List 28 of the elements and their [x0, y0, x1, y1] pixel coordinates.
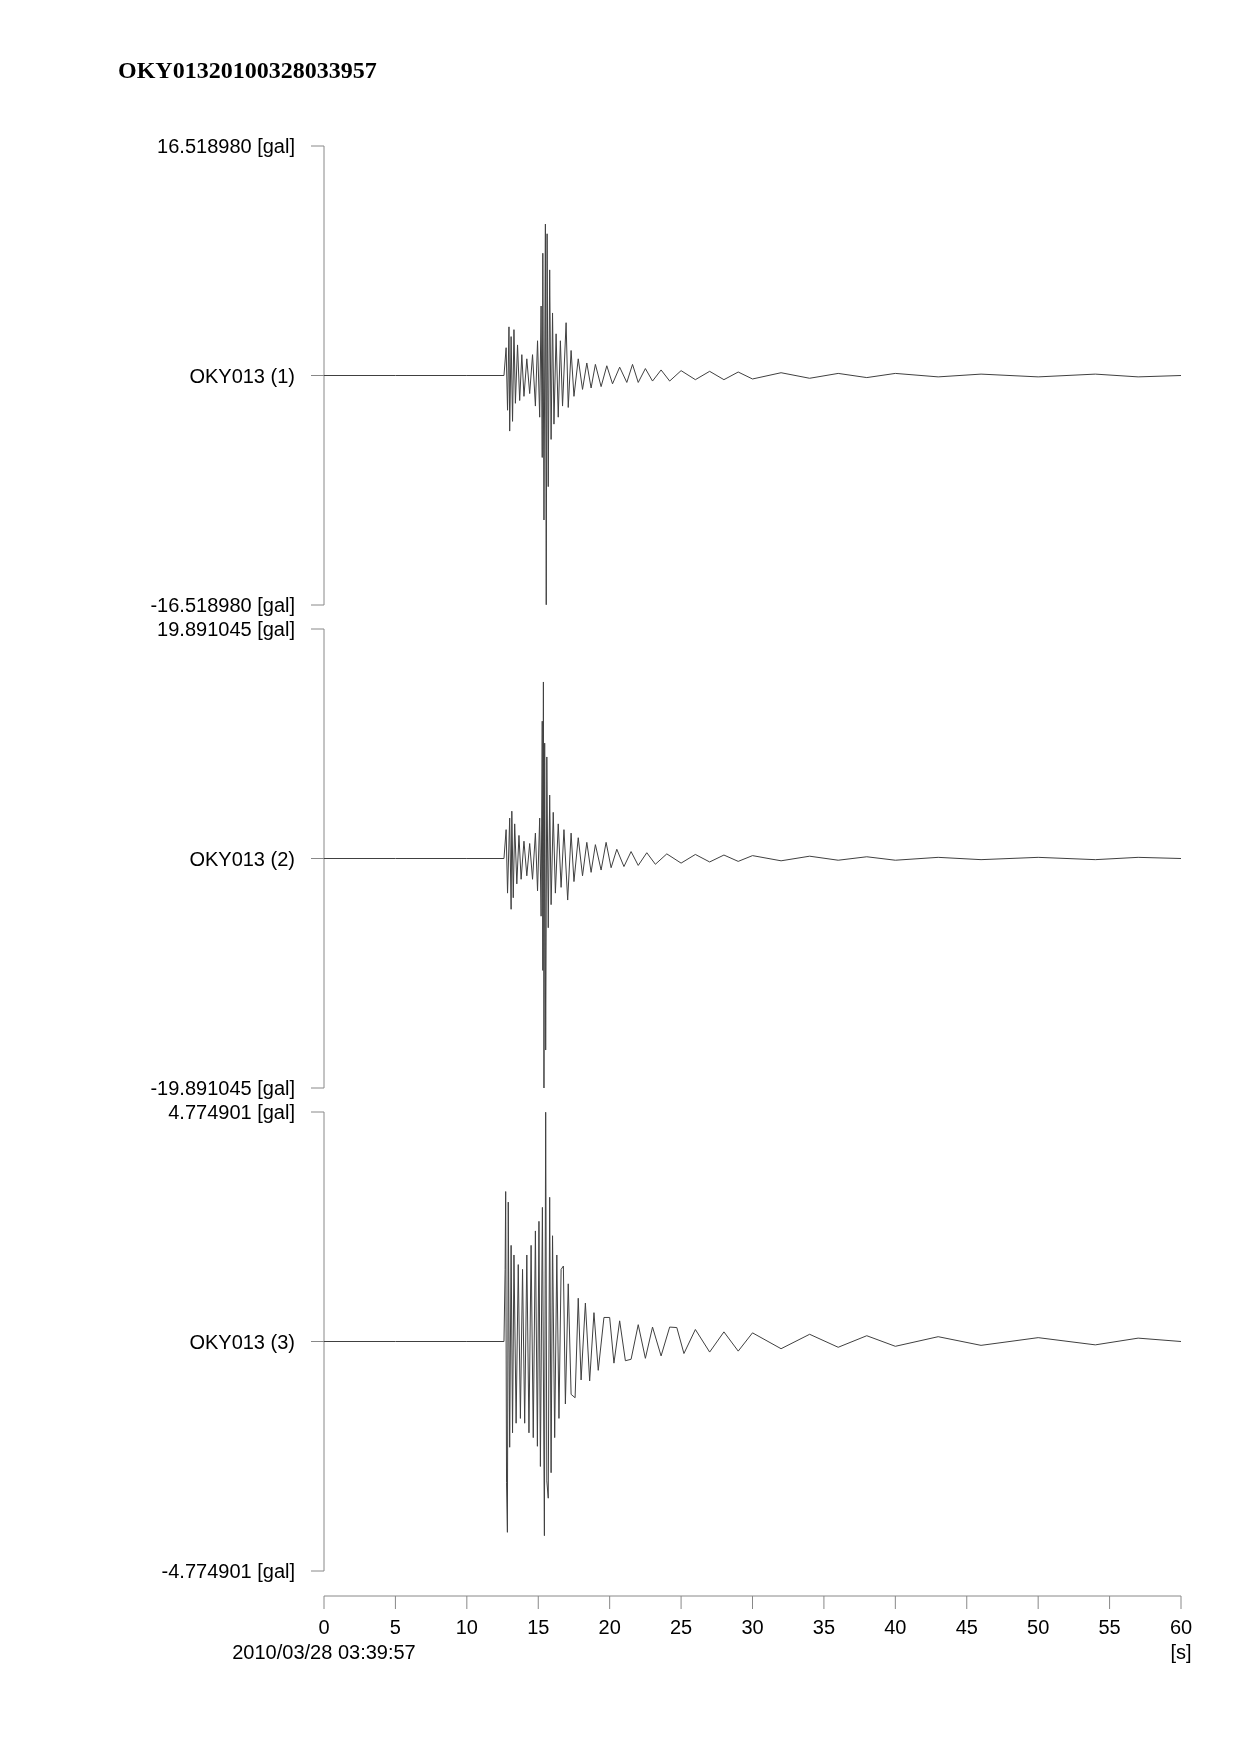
x-tick-label: 15 [527, 1616, 550, 1638]
x-tick-label: 35 [812, 1616, 836, 1638]
x-tick-label: 55 [1098, 1616, 1121, 1638]
x-tick-label: 25 [669, 1616, 693, 1638]
line-series [323, 1111, 1182, 1537]
y-tick-label: OKY013 (1) [189, 364, 295, 387]
y-tick-label: OKY013 (3) [189, 1330, 295, 1353]
x-tick-label: 5 [389, 1616, 401, 1638]
x-tick-label: 50 [1027, 1616, 1050, 1638]
y-tick-label: OKY013 (2) [189, 847, 295, 870]
x-tick-label: 60 [1169, 1616, 1193, 1638]
x-tick-label: 0 [318, 1616, 330, 1638]
y-tick-label: -4.774901 [gal] [161, 1560, 295, 1582]
text: 2010/03/28 03:39:57 [232, 1641, 416, 1663]
y-tick-label: 19.891045 [gal] [157, 618, 295, 640]
line-series [323, 223, 1182, 606]
x-tick-label: 10 [455, 1616, 478, 1638]
line-series [323, 681, 1182, 1089]
chart-title: OKY01320100328033957 [118, 57, 377, 83]
y-tick-label: -19.891045 [gal] [150, 1077, 295, 1099]
x-tick-label: 20 [598, 1616, 621, 1638]
y-tick-label: 16.518980 [gal] [157, 135, 295, 157]
y-tick-label: -16.518980 [gal] [150, 594, 295, 616]
x-tick-label: 40 [884, 1616, 907, 1638]
x-tick-label: 45 [955, 1616, 978, 1638]
x-axis-title: [s] [1170, 1641, 1192, 1663]
x-tick-label: 30 [741, 1616, 764, 1638]
y-tick-label: 4.774901 [gal] [168, 1101, 295, 1123]
